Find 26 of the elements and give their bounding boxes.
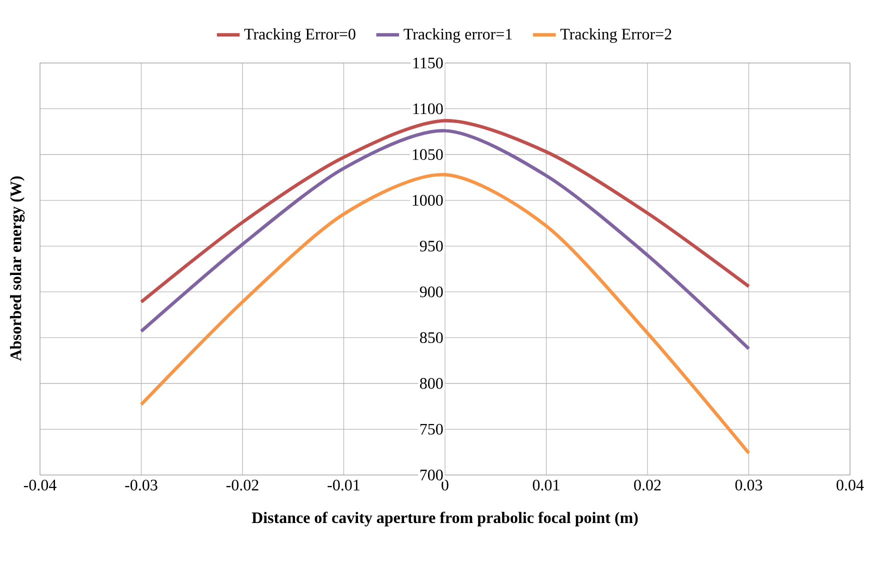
x-tick-label: -0.02 [226,480,258,491]
x-axis-title: Distance of cavity aperture from prabolic focal point (m) [252,512,638,526]
y-axis-title: Absorbed solar energy (W) [10,176,25,361]
legend-label: Tracking error=1 [404,28,512,43]
y-tick-label: 1150 [413,58,443,68]
line-series [140,173,750,455]
x-tick-label: 0.02 [634,480,661,491]
line-series [140,129,750,350]
y-tick-label: 800 [420,378,443,389]
x-tick-label: 0.04 [836,480,864,491]
x-tick-label: 0.01 [532,480,560,491]
x-tick-label: -0.04 [24,480,56,491]
legend-label: Tracking Error=0 [244,28,356,43]
y-tick-label: 1100 [413,103,443,114]
x-tick-label: -0.03 [125,480,158,491]
y-tick-label: 1000 [412,194,443,206]
y-tick-label: 950 [420,240,443,252]
y-tick-label: 850 [420,332,443,344]
legend-label: Tracking Error=2 [560,28,672,43]
x-tick-label: -0.01 [328,480,360,491]
line-series [140,119,750,304]
y-tick-label: 700 [420,470,443,480]
y-tick-label: 750 [420,424,443,435]
y-tick-label: 900 [420,286,443,298]
y-tick-label: 1050 [412,149,443,160]
x-tick-label: 0.03 [735,480,762,491]
